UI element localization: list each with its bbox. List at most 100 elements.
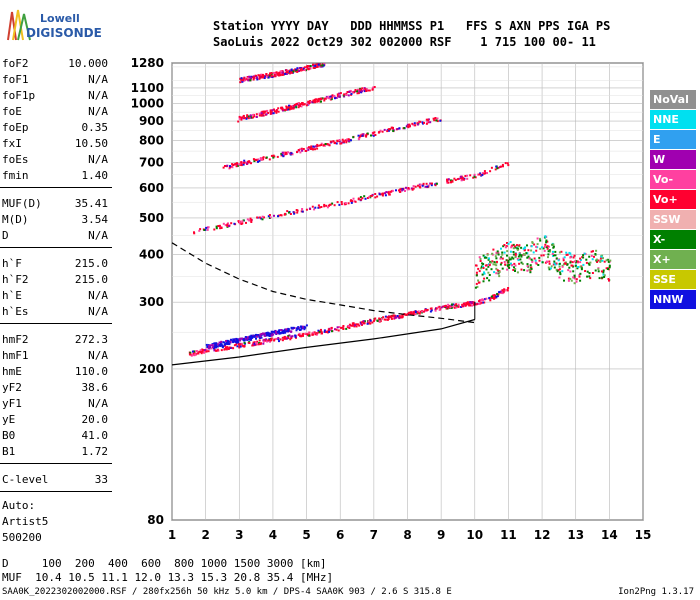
trace-point xyxy=(514,270,516,272)
param-separator xyxy=(0,463,112,464)
trace-point xyxy=(230,338,233,341)
trace-point xyxy=(599,260,602,263)
trace-point xyxy=(214,345,217,348)
trace-point xyxy=(256,78,259,81)
trace-point xyxy=(269,216,272,219)
trace-point xyxy=(345,139,348,142)
trace-point xyxy=(260,158,263,161)
param-row: h`F2 215.0 xyxy=(2,273,108,289)
y-tick-label: 600 xyxy=(139,181,164,195)
trace-point xyxy=(512,253,515,256)
param-value: 41.0 xyxy=(81,429,109,442)
trace-point xyxy=(608,266,611,269)
trace-point xyxy=(326,143,329,146)
trace-point xyxy=(243,161,245,164)
trace-point xyxy=(278,340,280,343)
trace-point xyxy=(378,193,381,196)
trace-point xyxy=(520,255,523,258)
trace-point xyxy=(387,129,390,132)
trace-point xyxy=(241,337,243,340)
trace-point xyxy=(293,104,296,106)
trace-point xyxy=(214,344,217,347)
trace-point xyxy=(279,338,282,341)
trace-point xyxy=(212,347,215,350)
trace-point xyxy=(447,178,450,181)
trace-point xyxy=(308,102,311,104)
trace-point xyxy=(296,68,299,71)
trace-point xyxy=(488,297,491,300)
trace-point xyxy=(338,203,341,206)
trace-point xyxy=(276,155,279,158)
trace-point xyxy=(260,73,263,76)
trace-point xyxy=(337,329,340,332)
param-value: N/A xyxy=(88,229,108,242)
trace-point xyxy=(250,162,252,165)
legend-item: E xyxy=(650,130,696,149)
trace-point xyxy=(327,331,329,334)
trace-point xyxy=(500,256,503,259)
trace-point xyxy=(352,197,355,200)
param-value: 20.0 xyxy=(81,413,109,426)
trace-point xyxy=(337,94,339,97)
trace-point xyxy=(534,259,537,262)
trace-point xyxy=(563,262,566,265)
trace-point xyxy=(454,179,457,181)
trace-point xyxy=(413,122,416,125)
trace-point xyxy=(309,100,312,102)
trace-point xyxy=(219,344,222,347)
trace-point xyxy=(197,352,200,355)
trace-point xyxy=(387,128,390,131)
param-key: foF1 xyxy=(2,73,29,86)
param-row: MUF(D) 35.41 xyxy=(2,197,108,213)
trace-point xyxy=(321,97,324,100)
trace-point xyxy=(561,265,564,268)
param-value: 3.54 xyxy=(81,213,109,226)
trace-point xyxy=(338,92,341,95)
trace-point xyxy=(349,324,352,327)
trace-point xyxy=(478,270,481,273)
trace-point xyxy=(238,163,241,165)
trace-point xyxy=(350,201,353,204)
trace-point xyxy=(335,96,338,99)
trace-point xyxy=(262,332,264,335)
trace-point xyxy=(277,337,280,339)
trace-point xyxy=(482,267,485,269)
trace-point xyxy=(423,121,425,124)
trace-point xyxy=(565,261,567,264)
trace-point xyxy=(531,241,534,244)
trace-point xyxy=(265,338,268,341)
param-key: B0 xyxy=(2,429,16,442)
trace-point xyxy=(318,330,321,333)
trace-point xyxy=(249,116,252,119)
trace-point xyxy=(327,328,330,331)
trace-point xyxy=(267,332,270,335)
trace-point xyxy=(422,310,425,313)
trace-point xyxy=(329,96,332,99)
trace-point xyxy=(388,128,391,131)
trace-point xyxy=(288,70,291,73)
trace-point xyxy=(206,228,209,231)
trace-point xyxy=(600,270,603,273)
trace-point xyxy=(362,133,365,136)
trace-point xyxy=(553,266,556,269)
trace-point xyxy=(490,295,493,298)
trace-point xyxy=(275,337,278,340)
trace-point xyxy=(256,335,258,338)
trace-point xyxy=(451,305,454,308)
trace-point xyxy=(224,345,227,348)
trace-point xyxy=(573,260,576,263)
trace-point xyxy=(314,333,317,336)
legend-item: Vo+ xyxy=(650,190,696,209)
trace-point xyxy=(601,276,604,279)
param-value: N/A xyxy=(88,89,108,102)
trace-point xyxy=(483,271,485,274)
trace-point xyxy=(506,254,508,257)
trace-point xyxy=(487,258,490,261)
trace-point xyxy=(316,65,318,68)
trace-point xyxy=(391,126,394,129)
trace-point xyxy=(466,303,469,306)
trace-point xyxy=(603,274,606,277)
param-value: N/A xyxy=(88,397,108,410)
trace-point xyxy=(356,90,359,93)
trace-point xyxy=(527,255,530,258)
